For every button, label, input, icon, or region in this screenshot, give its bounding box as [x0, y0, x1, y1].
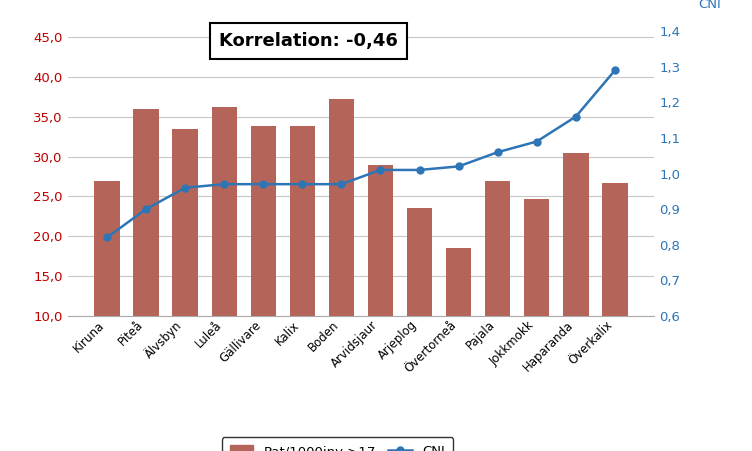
Bar [250, 126, 276, 395]
Bar [563, 153, 589, 395]
Text: Korrelation: -0,46: Korrelation: -0,46 [219, 32, 398, 50]
Legend: Pat/1000inv >17, CNI: Pat/1000inv >17, CNI [222, 437, 453, 451]
Bar [172, 129, 198, 395]
Bar [290, 126, 315, 395]
Bar [602, 183, 628, 395]
Bar [485, 180, 511, 395]
Bar [94, 180, 120, 395]
Bar [407, 208, 432, 395]
Bar [446, 248, 472, 395]
Text: CNI: CNI [698, 0, 721, 10]
Bar [368, 165, 393, 395]
Bar [211, 107, 237, 395]
Bar [133, 109, 159, 395]
Bar [524, 199, 550, 395]
Bar [329, 99, 354, 395]
